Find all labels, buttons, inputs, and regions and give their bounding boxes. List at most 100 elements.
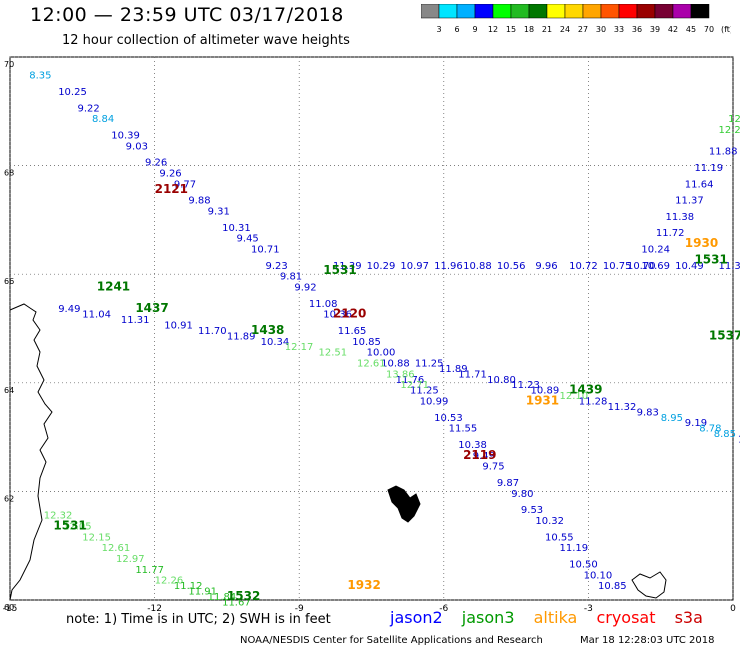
color-scale-label: 15 [506, 25, 516, 34]
color-scale-label: 36 [632, 25, 642, 34]
swh-value-label: 11.31 [121, 315, 150, 326]
pass-time-label: 1438 [251, 323, 284, 337]
swh-value-label: 11.04 [82, 310, 111, 321]
swh-value-label: 8.84 [92, 114, 114, 125]
swh-value-label: 10.34 [261, 337, 290, 348]
swh-value-label: 9.23 [265, 261, 287, 272]
color-swatch [438, 4, 458, 19]
color-scale-label: 6 [454, 25, 459, 34]
swh-value-label: 10.00 [367, 348, 396, 359]
swh-value-label: 11.32 [608, 402, 637, 413]
pass-time-label: 1241 [97, 279, 130, 293]
swh-value-label: 11.08 [309, 299, 338, 310]
swh-value-label: 9.45 [237, 234, 259, 245]
source-jason3: jason3 [461, 608, 515, 627]
swh-value-label: 12.15 [82, 532, 111, 543]
color-swatch [618, 4, 638, 19]
source-s3a: s3a [674, 608, 703, 627]
swh-value-label: 10.99 [420, 397, 449, 408]
swh-value-label: 10.29 [367, 261, 396, 272]
pass-time-label: 2121 [155, 182, 188, 196]
swh-value-label: 10.88 [463, 261, 492, 272]
swh-value-label: 10.56 [497, 261, 526, 272]
color-swatch [564, 4, 584, 19]
color-scale-label: (ft) [721, 25, 731, 34]
swh-value-label: 10.75 [603, 261, 632, 272]
swh-value-label: 12.17 [285, 342, 314, 353]
swh-value-label: 9.81 [280, 272, 302, 283]
swh-value-label: 10.36 [323, 310, 352, 321]
color-scale-label: 3 [436, 25, 441, 34]
swh-value-label: 11.28 [579, 397, 608, 408]
color-scale-label: 18 [524, 25, 534, 34]
y-tick-label: 62 [4, 494, 14, 503]
swh-value-label: 12.61 [357, 359, 386, 370]
swh-value-label: 10.71 [251, 244, 280, 255]
swh-value-label: 10.25 [58, 87, 87, 98]
swh-value-label: 11.96 [434, 261, 463, 272]
swh-value-label: 11.30 [719, 261, 740, 272]
swh-value-label: 10.97 [400, 261, 429, 272]
color-swatch [510, 4, 530, 19]
swh-value-label: 12.71 [400, 380, 429, 391]
swh-value-label: 10.89 [531, 386, 560, 397]
source-jason2: jason2 [390, 608, 443, 627]
plot-frame [9, 56, 734, 601]
swh-value-label: 8.35 [29, 71, 51, 82]
y-tick-label: 70 [4, 60, 14, 69]
swh-value-label: 11.12 [174, 581, 203, 592]
swh-value-label: 9.88 [188, 196, 210, 207]
swh-value-label: 12.61 [102, 543, 131, 554]
swh-value-label: 9.49 [58, 304, 80, 315]
swh-value-label: 8.95 [661, 413, 683, 424]
swh-value-label: 10.53 [434, 413, 463, 424]
swh-value-label: 9.31 [208, 206, 230, 217]
swh-value-label: 9.87 [497, 478, 519, 489]
swh-value-label: 10.55 [545, 532, 574, 543]
color-swatch [474, 4, 494, 19]
pass-time-label: 2120 [333, 307, 366, 321]
swh-value-label: 11.19 [559, 543, 588, 554]
swh-value-label: 11.19 [694, 163, 723, 174]
swh-value-label: 12.05 [63, 521, 92, 532]
swh-value-label: 11.25 [410, 386, 439, 397]
swh-value-label: 10.70 [627, 261, 656, 272]
swh-value-label: 11.89 [439, 364, 468, 375]
swh-value-label: 8.78 [699, 424, 721, 435]
chart-subtitle: 12 hour collection of altimeter wave hei… [62, 33, 350, 48]
swh-value-label: 9.49 [473, 451, 495, 462]
swh-value-label: 9.22 [77, 103, 99, 114]
x-tick-label: -12 [147, 604, 162, 614]
source-altika: altika [533, 608, 578, 627]
swh-value-label: 12.10 [559, 391, 588, 402]
x-tick-label: -9 [295, 604, 304, 614]
x-tick-label: -15 [3, 604, 18, 614]
color-swatch [690, 4, 710, 19]
swh-value-label: 9.83 [637, 407, 659, 418]
pass-time-label: 1531 [323, 263, 356, 277]
chart-title: 12:00 — 23:59 UTC 03/17/2018 [30, 4, 344, 26]
swh-value-label: 12.22 [719, 125, 740, 136]
swh-value-label: 9.19 [685, 418, 707, 429]
y-tick-label: 66 [4, 277, 14, 286]
swh-value-label: 10.80 [487, 375, 516, 386]
footnote: note: 1) Time is in UTC; 2) SWH is in fe… [66, 612, 331, 627]
pass-time-label: 1932 [347, 578, 380, 592]
swh-value-label: 11.89 [227, 331, 256, 342]
swh-value-label: 10.38 [458, 440, 487, 451]
swh-value-label: 9.26 [159, 168, 181, 179]
swh-value-label: 10.91 [164, 321, 193, 332]
swh-value-label: 11.70 [198, 326, 227, 337]
swh-value-label: 11.64 [685, 179, 714, 190]
swh-value-label: 8.85 [714, 429, 736, 440]
color-scale-label: 24 [560, 25, 570, 34]
swh-value-label: 11.39 [333, 261, 362, 272]
color-scale-label: 45 [686, 25, 696, 34]
x-tick-label: -3 [584, 604, 593, 614]
swh-value-label: 10.88 [381, 359, 410, 370]
swh-value-label: 11.65 [338, 326, 367, 337]
swh-value-label: 11.67 [222, 597, 251, 608]
swh-value-label: 9.96 [535, 261, 557, 272]
